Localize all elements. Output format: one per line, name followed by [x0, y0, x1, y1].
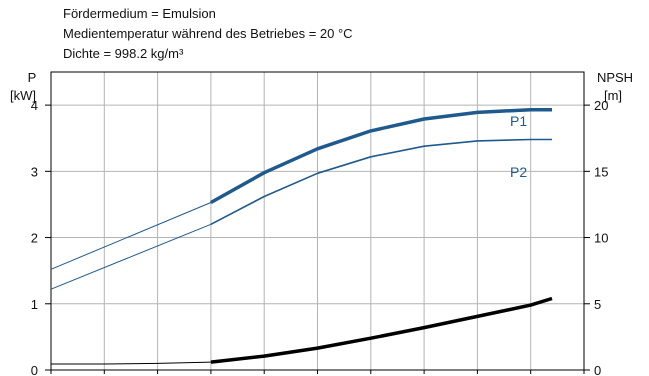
series-p1-extension	[50, 202, 212, 270]
right-axis-tick-label: 5	[594, 297, 601, 312]
note-medium: Fördermedium = Emulsion	[63, 6, 216, 21]
series-npsh-line	[210, 296, 553, 364]
right-axis-tick-label: 0	[594, 363, 601, 376]
series-group	[50, 107, 553, 365]
note-density: Dichte = 998.2 kg/m³	[63, 46, 184, 61]
left-axis-tick-label: 2	[31, 231, 38, 246]
series-label-p2: P2	[510, 164, 527, 180]
left-axis-tick-label: 1	[31, 297, 38, 312]
series-label-p1: P1	[510, 113, 527, 129]
labels-group: P [kW] NPSH [m] P1 P2	[10, 70, 633, 180]
right-axis-tick-label: 20	[594, 98, 608, 113]
left-axis-tick-label: 3	[31, 164, 38, 179]
left-axis-title-line2: [kW]	[10, 88, 36, 103]
note-temperature: Medientemperatur während des Betriebes =…	[63, 26, 353, 41]
right-axis-tick-label: 15	[594, 164, 608, 179]
left-axis-tick-label: 0	[31, 363, 38, 376]
grid	[51, 72, 584, 370]
right-axis-title-line2: [m]	[604, 88, 622, 103]
series-p1-line	[210, 107, 552, 205]
left-axis-tick-label: 4	[31, 98, 38, 113]
series-p2-line	[210, 138, 552, 226]
right-axis-title-line1: NPSH	[597, 70, 633, 85]
series-npsh-extension	[51, 361, 211, 365]
left-axis-title-line1: P	[28, 70, 37, 85]
right-axis-tick-label: 10	[594, 231, 608, 246]
series-p2-extension	[50, 223, 212, 290]
axes: 0 1 2 3 4 0 5 10 15 20	[31, 71, 608, 376]
